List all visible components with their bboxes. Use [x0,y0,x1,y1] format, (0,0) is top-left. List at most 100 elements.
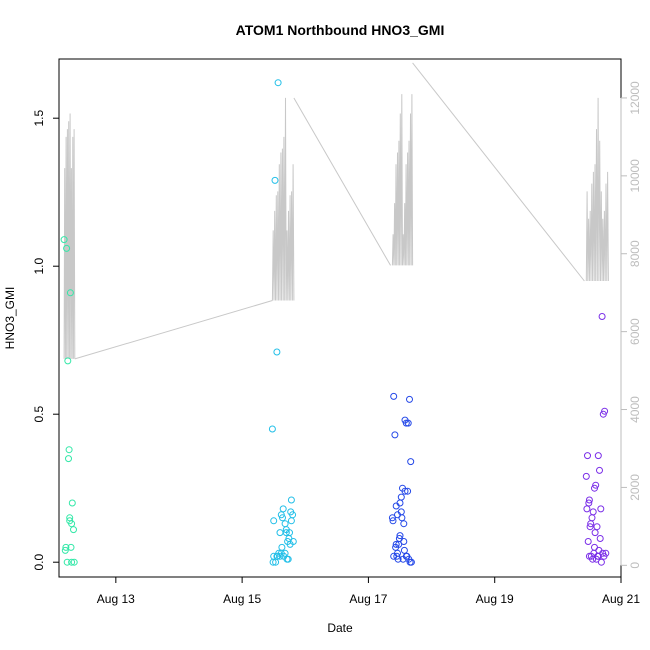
data-point-s4-13 [597,505,605,513]
data-point-s2-1 [268,425,276,433]
data-point-s1-8 [66,289,74,297]
y-tick-label-left: 0.0 [32,554,46,571]
y-tick-label-left: 1.5 [32,110,46,127]
data-point-s4-30 [583,505,591,513]
data-point-s4-26 [596,535,604,542]
data-point-s2-29 [287,508,295,516]
data-point-s3-20 [396,532,404,540]
data-point-s4-11 [594,452,602,460]
y-tick-label-right: 10000 [628,159,642,193]
data-point-s1-3 [63,244,71,252]
data-point-s3-1 [388,514,396,522]
data-point-s3-2 [390,392,398,400]
x-axis-label: Date [327,621,353,635]
y-tick-label-right: 2000 [628,474,642,501]
data-point-s2-32 [274,552,281,560]
altitude-transit-1 [74,299,273,360]
data-point-s2-18 [278,543,286,551]
data-point-s4-17 [584,538,592,545]
data-point-s3-28 [392,540,400,548]
data-point-s3-10 [400,520,408,528]
data-point-s4-16 [601,407,609,415]
data-point-s1-15 [63,558,71,566]
data-point-s3-36 [400,538,408,545]
data-point-s3-35 [394,549,401,557]
data-point-s1-9 [67,543,75,551]
data-point-s4-4 [585,496,593,504]
y-tick-label-right: 6000 [628,318,642,345]
data-point-s1-1 [60,236,68,244]
data-point-s1-14 [62,543,70,551]
data-point-s4-10 [593,523,601,531]
data-point-s4-9 [592,481,600,489]
data-point-s4-6 [588,514,596,522]
data-point-s1-5 [65,455,72,463]
x-axis: Aug 13 Aug 15 Aug 17 Aug 19 Aug 21 [97,577,640,606]
data-point-s3-13 [404,487,412,495]
data-point-s3-34 [407,558,415,566]
data-point-s2-5 [274,79,282,87]
data-point-s1-12 [70,526,77,534]
data-point-s4-2 [584,452,591,460]
data-point-s2-30 [289,538,297,545]
x-tick-label: Aug 17 [349,592,387,606]
data-point-s2-23 [287,517,295,525]
data-point-s4-14 [598,313,606,320]
x-tick-label: Aug 21 [602,592,640,606]
data-point-s3-25 [404,419,412,427]
altitude-trace [63,62,609,360]
y-axis-left: 0.0 0.5 1.0 1.5 [32,110,60,571]
data-point-s3-21 [398,514,406,522]
data-point-s2-3 [271,176,279,184]
data-point-s2-34 [283,555,291,563]
data-point-s4-7 [589,508,597,516]
data-point-s4-18 [586,523,594,531]
altitude-transit-3 [412,62,585,282]
y-tick-label-right: 0 [628,562,642,569]
altitude-flight-3 [391,94,414,266]
x-tick-label: Aug 15 [223,592,261,606]
data-point-s1-6 [65,446,73,454]
data-point-s4-1 [582,472,590,480]
data-point-s4-22 [591,529,599,537]
data-point-s2-27 [281,520,289,528]
data-point-s3-3 [391,431,399,439]
data-point-s3-30 [397,493,405,501]
data-point-s3-12 [402,419,410,427]
y-axis-label: HNO3_GMI [3,287,17,350]
data-point-s2-8 [279,505,287,513]
data-point-s4-32 [591,543,598,551]
chart-title: ATOM1 Northbound HNO3_GMI [236,22,445,38]
data-point-s2-31 [269,558,277,566]
y-tick-label-left: 1.0 [32,258,46,275]
data-point-s4-12 [596,466,603,474]
y-tick-label-right: 4000 [628,396,642,423]
data-point-s3-14 [406,395,413,403]
data-point-s1-11 [68,499,76,507]
data-point-s3-31 [401,487,409,495]
y-tick-label-right: 8000 [628,240,642,267]
data-point-s2-17 [276,529,284,537]
data-point-s4-31 [585,552,593,560]
data-point-s3-15 [407,458,415,466]
data-point-s1-13 [70,558,78,566]
data-point-s4-33 [594,552,602,560]
data-point-s1-17 [68,558,76,566]
data-points [60,79,610,566]
altitude-transit-2 [293,97,391,266]
data-point-s1-4 [64,357,72,365]
data-point-s2-33 [279,514,286,522]
x-tick-label: Aug 13 [97,592,135,606]
altitude-flight-4 [585,97,609,282]
data-point-s2-20 [282,529,290,537]
data-point-s3-23 [400,546,408,554]
data-point-s2-2 [270,517,278,525]
data-point-s3-27 [389,517,397,525]
plot-frame [58,58,622,578]
y-tick-label-left: 0.5 [32,406,46,423]
altitude-flight-2 [271,97,295,301]
data-point-s1-16 [66,514,74,522]
y-tick-label-right: 12000 [628,81,642,115]
y-axis-right: 0 2000 4000 6000 8000 10000 12000 [620,81,642,569]
data-point-s1-2 [61,546,69,554]
